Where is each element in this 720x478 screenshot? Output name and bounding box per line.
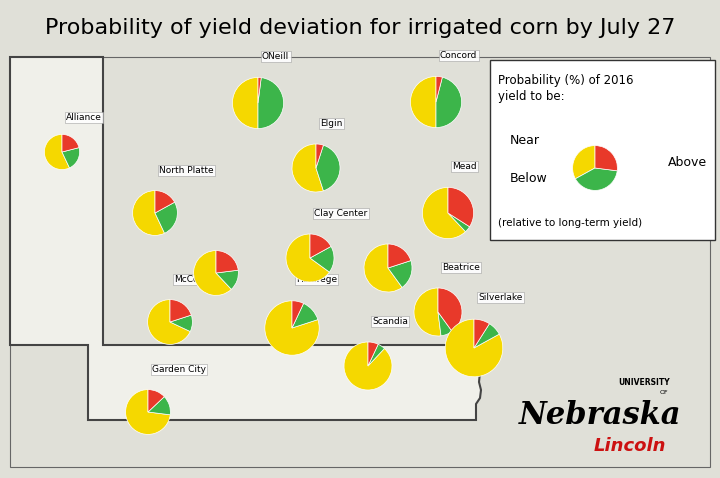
Text: Probability of yield deviation for irrigated corn by July 27: Probability of yield deviation for irrig…	[45, 18, 675, 38]
Text: North Platte: North Platte	[159, 166, 214, 175]
Wedge shape	[194, 250, 231, 295]
Wedge shape	[436, 77, 462, 128]
Text: Holdrege: Holdrege	[296, 275, 337, 284]
Wedge shape	[170, 315, 192, 332]
Text: Concord: Concord	[440, 51, 477, 60]
Wedge shape	[233, 77, 258, 129]
Text: Silverlake: Silverlake	[478, 293, 523, 302]
Text: Below: Below	[510, 172, 548, 185]
Wedge shape	[423, 187, 466, 239]
Bar	[490, 60, 715, 240]
Wedge shape	[216, 250, 238, 273]
Text: ONeill: ONeill	[262, 52, 289, 61]
Text: Clay Center: Clay Center	[314, 209, 367, 218]
Wedge shape	[414, 288, 441, 336]
Wedge shape	[258, 77, 284, 129]
Wedge shape	[474, 319, 490, 348]
Text: Probability (%) of 2016: Probability (%) of 2016	[498, 74, 634, 87]
Text: (relative to long-term yield): (relative to long-term yield)	[498, 218, 642, 228]
Wedge shape	[410, 76, 436, 128]
Wedge shape	[148, 390, 164, 412]
Wedge shape	[448, 187, 474, 227]
Text: Alliance: Alliance	[66, 113, 102, 122]
Wedge shape	[344, 342, 392, 390]
Wedge shape	[368, 344, 384, 366]
Wedge shape	[45, 134, 70, 170]
Text: OF: OF	[660, 390, 669, 395]
Wedge shape	[572, 146, 595, 179]
Wedge shape	[148, 397, 171, 415]
Wedge shape	[316, 144, 323, 168]
Wedge shape	[388, 244, 411, 268]
Wedge shape	[316, 145, 340, 191]
Wedge shape	[445, 319, 503, 377]
Polygon shape	[10, 57, 481, 420]
Wedge shape	[292, 304, 318, 328]
Text: Lincoln: Lincoln	[594, 437, 666, 455]
Wedge shape	[364, 244, 402, 292]
Wedge shape	[170, 300, 192, 322]
Text: Nebraska: Nebraska	[518, 400, 681, 431]
Wedge shape	[125, 390, 170, 435]
Wedge shape	[155, 202, 177, 233]
Text: Near: Near	[510, 133, 540, 146]
Text: Beatrice: Beatrice	[442, 263, 480, 272]
Wedge shape	[368, 342, 378, 366]
Text: Garden City: Garden City	[152, 365, 206, 374]
Wedge shape	[132, 191, 165, 235]
Text: Elgin: Elgin	[320, 119, 343, 128]
Bar	[10, 57, 710, 467]
Wedge shape	[286, 234, 330, 282]
Wedge shape	[310, 247, 334, 272]
Wedge shape	[216, 270, 238, 289]
Wedge shape	[474, 324, 499, 348]
Text: Mead: Mead	[452, 162, 477, 171]
Wedge shape	[62, 148, 80, 168]
Wedge shape	[292, 301, 304, 328]
Wedge shape	[62, 134, 79, 152]
Wedge shape	[575, 168, 617, 190]
Wedge shape	[265, 301, 319, 355]
Wedge shape	[310, 234, 331, 258]
Wedge shape	[148, 300, 190, 345]
Text: Scandia: Scandia	[372, 317, 408, 326]
Wedge shape	[448, 213, 469, 232]
Text: UNIVERSITY: UNIVERSITY	[618, 378, 670, 387]
Wedge shape	[438, 288, 462, 331]
Wedge shape	[258, 77, 261, 103]
Text: yield to be:: yield to be:	[498, 90, 564, 103]
Wedge shape	[438, 312, 452, 336]
Text: McCook: McCook	[174, 275, 210, 284]
Wedge shape	[155, 191, 175, 213]
Wedge shape	[388, 261, 412, 287]
Text: Above: Above	[668, 156, 707, 170]
Wedge shape	[595, 146, 617, 171]
Wedge shape	[436, 76, 442, 102]
Wedge shape	[292, 144, 323, 192]
